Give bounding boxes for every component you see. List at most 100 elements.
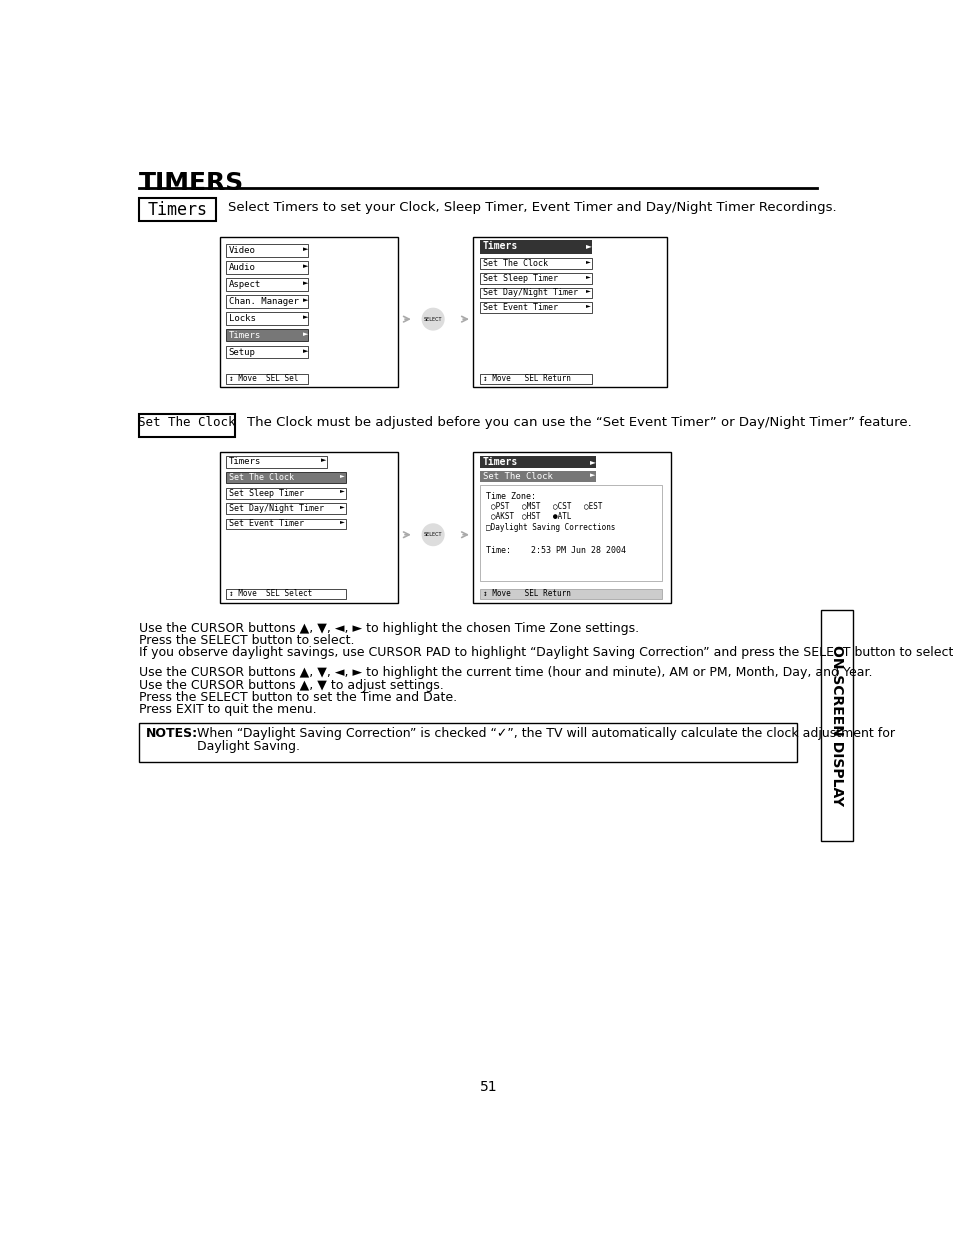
Text: Set Day/Night Timer: Set Day/Night Timer	[229, 504, 324, 513]
Text: Chan. Manager: Chan. Manager	[229, 296, 298, 306]
Text: ►: ►	[320, 457, 326, 463]
Text: ►: ►	[589, 472, 595, 478]
Text: TIMERS: TIMERS	[138, 172, 244, 195]
Bar	[226, 312, 307, 325]
Text: ►: ►	[303, 347, 308, 353]
Bar	[226, 472, 346, 483]
Text: ○HST: ○HST	[521, 511, 540, 521]
Text: Press the SELECT button to set the Time and Date.: Press the SELECT button to set the Time …	[138, 692, 456, 704]
Bar	[138, 724, 797, 762]
Text: ►: ►	[303, 246, 308, 252]
Circle shape	[422, 309, 443, 330]
Text: When “Daylight Saving Correction” is checked “✓”, the TV will automatically calc: When “Daylight Saving Correction” is che…	[196, 727, 894, 740]
Bar	[226, 346, 307, 358]
Bar	[479, 484, 661, 580]
Text: Video: Video	[229, 246, 255, 254]
Text: ►: ►	[585, 274, 590, 279]
Text: ○MST: ○MST	[521, 501, 540, 510]
Bar	[473, 237, 666, 387]
Bar	[479, 589, 661, 599]
Bar	[479, 303, 592, 312]
Bar	[226, 488, 346, 499]
Text: Setup: Setup	[229, 347, 255, 357]
Bar	[479, 288, 592, 299]
Text: Timers: Timers	[229, 457, 261, 466]
Text: Locks: Locks	[229, 314, 255, 322]
Bar	[220, 452, 397, 603]
Text: Use the CURSOR buttons ▲, ▼, ◄, ► to highlight the chosen Time Zone settings.: Use the CURSOR buttons ▲, ▼, ◄, ► to hig…	[138, 621, 639, 635]
Text: ►: ►	[303, 331, 308, 337]
Text: Daylight Saving.: Daylight Saving.	[196, 740, 299, 752]
Text: ►: ►	[585, 303, 590, 308]
Text: Time Zone:: Time Zone:	[485, 493, 536, 501]
Text: Timers: Timers	[229, 331, 260, 340]
Text: ►: ►	[589, 457, 595, 466]
Text: Set The Clock: Set The Clock	[482, 472, 552, 480]
Bar	[820, 610, 852, 841]
Bar	[226, 503, 346, 514]
Bar	[226, 374, 307, 384]
Bar	[479, 258, 592, 269]
Bar	[138, 199, 216, 221]
Text: Set Sleep Timer: Set Sleep Timer	[229, 489, 304, 498]
Text: Set The Clock: Set The Clock	[138, 416, 235, 429]
Bar	[479, 456, 596, 468]
Bar	[226, 519, 346, 530]
Text: Set Sleep Timer: Set Sleep Timer	[482, 274, 558, 283]
Text: Time:    2:53 PM Jun 28 2004: Time: 2:53 PM Jun 28 2004	[485, 546, 625, 556]
Text: The Clock must be adjusted before you can use the “Set Event Timer” or Day/Night: The Clock must be adjusted before you ca…	[247, 416, 911, 429]
Text: Audio: Audio	[229, 263, 255, 272]
Text: Use the CURSOR buttons ▲, ▼, ◄, ► to highlight the current time (hour and minute: Use the CURSOR buttons ▲, ▼, ◄, ► to hig…	[138, 667, 871, 679]
Text: Timers: Timers	[147, 200, 207, 219]
Text: Select Timers to set your Clock, Sleep Timer, Event Timer and Day/Night Timer Re: Select Timers to set your Clock, Sleep T…	[228, 200, 836, 214]
Bar	[226, 295, 307, 308]
Text: Set The Clock: Set The Clock	[482, 259, 547, 268]
Text: Use the CURSOR buttons ▲, ▼ to adjust settings.: Use the CURSOR buttons ▲, ▼ to adjust se…	[138, 679, 443, 692]
Text: ►: ►	[340, 504, 345, 509]
Text: ○AKST: ○AKST	[491, 511, 514, 521]
Text: ►: ►	[340, 473, 345, 478]
Text: ON-SCREEN DISPLAY: ON-SCREEN DISPLAY	[829, 645, 843, 806]
Bar	[226, 262, 307, 274]
Bar	[479, 374, 592, 384]
Text: Press the SELECT button to select.: Press the SELECT button to select.	[138, 634, 354, 647]
Bar	[479, 240, 592, 253]
Bar	[226, 456, 327, 468]
Text: ►: ►	[585, 241, 591, 249]
Text: Set Day/Night Timer: Set Day/Night Timer	[482, 288, 578, 298]
Text: Press EXIT to quit the menu.: Press EXIT to quit the menu.	[138, 704, 315, 716]
Text: ►: ►	[585, 259, 590, 264]
Text: ↕ Move   SEL Return: ↕ Move SEL Return	[482, 589, 570, 599]
Text: ○EST: ○EST	[583, 501, 602, 510]
Text: Timers: Timers	[482, 241, 517, 251]
Text: Aspect: Aspect	[229, 280, 260, 289]
Text: ↕ Move   SEL Return: ↕ Move SEL Return	[482, 374, 570, 383]
Text: SELECT: SELECT	[423, 316, 442, 321]
Text: ●ATL: ●ATL	[553, 511, 571, 521]
Text: ►: ►	[340, 520, 345, 525]
Bar	[226, 330, 307, 341]
Text: ►: ►	[303, 314, 308, 320]
Text: If you observe daylight savings, use CURSOR PAD to highlight “Daylight Saving Co: If you observe daylight savings, use CUR…	[138, 646, 953, 659]
Text: 51: 51	[479, 1079, 497, 1094]
Text: ↕ Move  SEL Select: ↕ Move SEL Select	[229, 589, 313, 599]
Bar	[479, 471, 596, 482]
Text: ○CST: ○CST	[553, 501, 571, 510]
Text: Set Event Timer: Set Event Timer	[229, 520, 304, 529]
Bar	[138, 414, 235, 437]
Text: ►: ►	[585, 288, 590, 294]
Text: Timers: Timers	[482, 457, 517, 467]
Text: SELECT: SELECT	[423, 532, 442, 537]
Text: ↕ Move  SEL Sel: ↕ Move SEL Sel	[229, 374, 297, 383]
Text: ►: ►	[340, 489, 345, 494]
Text: □Daylight Saving Corrections: □Daylight Saving Corrections	[485, 524, 615, 532]
Bar	[473, 452, 670, 603]
Bar	[479, 273, 592, 284]
Text: NOTES:: NOTES:	[146, 727, 198, 740]
Text: Set The Clock: Set The Clock	[229, 473, 294, 482]
Text: ○PST: ○PST	[491, 501, 509, 510]
Text: Set Event Timer: Set Event Timer	[482, 303, 558, 312]
Bar	[226, 589, 346, 599]
Text: ►: ►	[303, 263, 308, 269]
Text: ►: ►	[303, 280, 308, 285]
